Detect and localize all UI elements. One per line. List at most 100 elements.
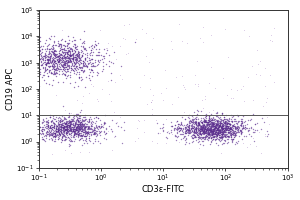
Point <box>242 99 247 102</box>
Point <box>63 123 68 126</box>
Point <box>52 71 57 75</box>
Point <box>78 129 83 132</box>
Point <box>213 124 218 127</box>
Point <box>211 130 215 133</box>
Point <box>193 121 197 124</box>
Point <box>210 118 215 121</box>
Point <box>40 128 45 131</box>
Point <box>73 124 78 127</box>
Point <box>74 55 79 59</box>
Point <box>41 55 46 58</box>
Point <box>85 53 90 56</box>
Point <box>207 131 212 134</box>
Point <box>38 126 42 129</box>
Point <box>44 67 49 71</box>
Point <box>203 128 208 131</box>
Point <box>223 126 228 129</box>
Point <box>190 120 194 124</box>
Point <box>60 37 65 40</box>
Point <box>232 135 237 138</box>
Point <box>70 58 75 61</box>
Point <box>198 129 203 132</box>
Point <box>51 49 56 52</box>
Point <box>69 58 74 61</box>
Point <box>209 136 214 139</box>
Point <box>226 135 231 138</box>
Point <box>216 131 221 134</box>
Point <box>215 137 220 140</box>
Point <box>69 152 74 155</box>
Point <box>82 126 86 129</box>
Point <box>63 139 68 142</box>
Point <box>58 122 63 125</box>
Point <box>61 54 66 57</box>
Point <box>224 125 229 128</box>
Point <box>218 128 222 131</box>
Point <box>71 129 76 132</box>
Point <box>216 133 221 136</box>
Point <box>102 132 107 135</box>
Point <box>46 74 50 78</box>
Point <box>74 65 79 68</box>
Point <box>59 138 64 141</box>
Point <box>56 122 61 125</box>
Point <box>90 58 95 61</box>
Point <box>73 49 78 53</box>
Point <box>51 60 56 64</box>
Point <box>209 125 214 128</box>
Point <box>227 135 232 138</box>
Point <box>40 57 45 60</box>
Point <box>63 59 68 63</box>
Point <box>83 113 88 117</box>
Point <box>59 130 64 133</box>
Point <box>60 125 65 129</box>
Point <box>230 126 235 129</box>
Point <box>49 57 54 60</box>
Point <box>198 125 203 128</box>
Point <box>86 120 91 123</box>
Point <box>227 122 232 126</box>
Point <box>89 126 94 129</box>
Point <box>203 122 208 125</box>
Point <box>93 124 98 127</box>
Point <box>211 131 215 134</box>
Point <box>200 128 205 131</box>
Point <box>220 135 225 138</box>
Point <box>96 60 101 64</box>
Point <box>223 130 227 134</box>
Point <box>52 46 57 50</box>
Point <box>63 72 68 76</box>
Point <box>51 71 56 74</box>
Point <box>65 125 70 128</box>
Point <box>220 112 224 115</box>
Point <box>70 60 75 63</box>
Point <box>203 114 208 118</box>
Point <box>72 128 77 131</box>
Point <box>217 130 222 133</box>
Point <box>206 136 211 140</box>
Point <box>53 135 58 138</box>
Point <box>24 51 29 55</box>
Point <box>186 119 191 123</box>
Point <box>236 129 241 132</box>
Point <box>211 124 216 127</box>
Point <box>28 58 33 61</box>
Point <box>54 134 59 137</box>
Point <box>52 140 57 143</box>
Point <box>113 122 118 125</box>
Point <box>61 64 66 67</box>
Point <box>226 135 231 138</box>
Point <box>76 70 81 73</box>
Point <box>77 126 82 129</box>
Point <box>57 51 62 54</box>
Point <box>234 120 239 123</box>
Point <box>63 56 68 59</box>
Point <box>51 50 56 53</box>
Point <box>71 135 76 138</box>
Point <box>62 133 67 136</box>
Point <box>69 128 74 132</box>
Point <box>216 120 221 124</box>
Point <box>68 47 72 50</box>
Point <box>216 130 221 134</box>
Point <box>79 55 83 58</box>
